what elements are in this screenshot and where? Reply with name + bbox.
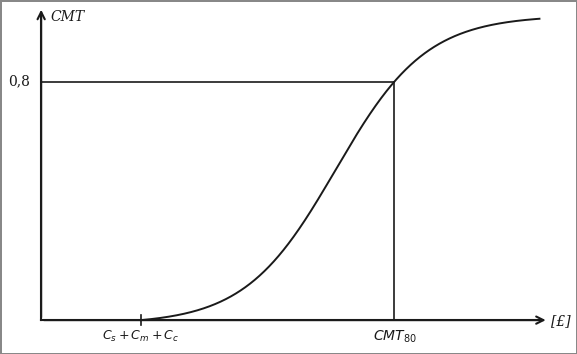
- Text: [£]: [£]: [551, 315, 571, 329]
- Text: 0,8: 0,8: [8, 74, 30, 88]
- Text: $C_s + C_m + C_c$: $C_s + C_m + C_c$: [102, 329, 179, 344]
- Text: CMT: CMT: [50, 10, 84, 24]
- Text: $CMT_{80}$: $CMT_{80}$: [373, 329, 417, 346]
